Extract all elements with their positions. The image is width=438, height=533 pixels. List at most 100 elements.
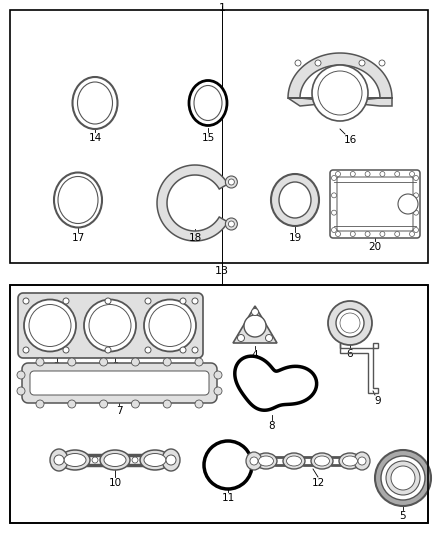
Ellipse shape	[189, 80, 227, 125]
Text: 7: 7	[116, 406, 122, 416]
Ellipse shape	[271, 174, 319, 226]
Circle shape	[413, 193, 418, 198]
Ellipse shape	[258, 456, 273, 466]
Circle shape	[131, 400, 139, 408]
Text: 1: 1	[219, 3, 226, 13]
Ellipse shape	[279, 182, 311, 218]
Circle shape	[395, 172, 400, 176]
Ellipse shape	[100, 450, 130, 470]
Text: 3: 3	[112, 362, 118, 372]
Circle shape	[295, 60, 301, 66]
Ellipse shape	[286, 456, 301, 466]
Circle shape	[226, 218, 237, 230]
Circle shape	[336, 231, 340, 237]
Ellipse shape	[64, 454, 86, 466]
Circle shape	[68, 400, 76, 408]
Circle shape	[413, 228, 418, 232]
Circle shape	[144, 300, 196, 351]
Circle shape	[391, 466, 415, 490]
Polygon shape	[233, 306, 277, 343]
Circle shape	[332, 228, 336, 232]
Circle shape	[328, 301, 372, 345]
Circle shape	[63, 298, 69, 304]
Text: 4: 4	[252, 350, 258, 360]
Text: 2: 2	[54, 362, 60, 372]
Circle shape	[163, 358, 171, 366]
Polygon shape	[30, 371, 209, 395]
Text: 11: 11	[221, 493, 235, 503]
Circle shape	[395, 231, 400, 237]
Circle shape	[23, 347, 29, 353]
Circle shape	[99, 400, 108, 408]
Circle shape	[92, 457, 98, 463]
Circle shape	[192, 347, 198, 353]
Circle shape	[380, 172, 385, 176]
Circle shape	[226, 176, 237, 188]
Circle shape	[332, 193, 336, 198]
Ellipse shape	[354, 452, 370, 470]
Polygon shape	[18, 293, 203, 358]
Ellipse shape	[339, 453, 361, 469]
Ellipse shape	[343, 456, 357, 466]
Text: 14: 14	[88, 133, 102, 143]
Circle shape	[413, 175, 418, 181]
Text: 20: 20	[368, 242, 381, 252]
Circle shape	[195, 358, 203, 366]
Text: 17: 17	[71, 233, 85, 243]
Text: 18: 18	[188, 233, 201, 243]
Circle shape	[131, 358, 139, 366]
Circle shape	[145, 347, 151, 353]
Circle shape	[84, 300, 136, 351]
Ellipse shape	[246, 452, 262, 470]
Text: 19: 19	[288, 233, 302, 243]
Circle shape	[244, 315, 266, 337]
Circle shape	[166, 455, 176, 465]
Circle shape	[23, 298, 29, 304]
Circle shape	[398, 194, 418, 214]
Circle shape	[336, 172, 340, 176]
Text: 9: 9	[374, 396, 381, 406]
Circle shape	[214, 387, 222, 395]
Circle shape	[358, 457, 366, 465]
Circle shape	[36, 400, 44, 408]
Circle shape	[17, 387, 25, 395]
Text: 10: 10	[109, 478, 122, 488]
Circle shape	[180, 298, 186, 304]
Ellipse shape	[314, 456, 329, 466]
Circle shape	[105, 347, 111, 353]
Circle shape	[251, 309, 258, 316]
Text: 15: 15	[201, 133, 215, 143]
Circle shape	[350, 172, 355, 176]
Circle shape	[24, 300, 76, 351]
Circle shape	[375, 450, 431, 506]
Circle shape	[68, 358, 76, 366]
Circle shape	[145, 298, 151, 304]
Circle shape	[163, 400, 171, 408]
Text: 12: 12	[311, 478, 325, 488]
Circle shape	[237, 335, 244, 342]
Circle shape	[250, 457, 258, 465]
Circle shape	[105, 298, 111, 304]
Circle shape	[312, 65, 368, 121]
Circle shape	[410, 172, 414, 176]
Text: 6: 6	[347, 349, 353, 359]
Polygon shape	[157, 165, 228, 241]
Ellipse shape	[60, 450, 90, 470]
Text: 8: 8	[268, 421, 276, 431]
Circle shape	[359, 60, 365, 66]
Ellipse shape	[255, 453, 277, 469]
Text: 13: 13	[215, 266, 229, 276]
Circle shape	[365, 231, 370, 237]
Circle shape	[99, 358, 108, 366]
Circle shape	[180, 347, 186, 353]
Ellipse shape	[50, 449, 68, 471]
Circle shape	[336, 309, 364, 337]
Ellipse shape	[283, 453, 305, 469]
Circle shape	[265, 335, 272, 342]
Circle shape	[36, 358, 44, 366]
Circle shape	[386, 461, 420, 495]
Ellipse shape	[140, 450, 170, 470]
Polygon shape	[22, 363, 217, 403]
Circle shape	[332, 210, 336, 215]
Ellipse shape	[162, 449, 180, 471]
